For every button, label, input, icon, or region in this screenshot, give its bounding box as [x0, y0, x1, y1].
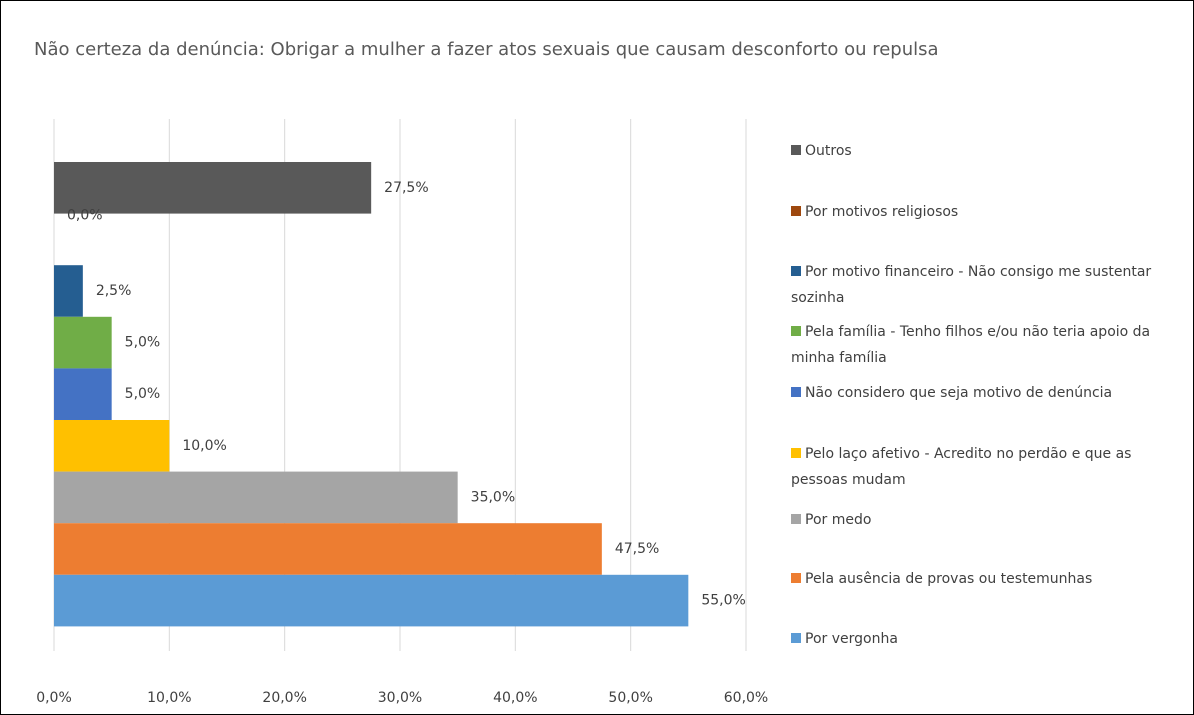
bar — [54, 316, 112, 369]
legend-label: Por motivos religiosos — [805, 204, 959, 220]
legend-entry: Pela família - Tenho filhos e/ou não ter… — [791, 319, 1171, 371]
legend-entry: Por motivo financeiro - Não consigo me s… — [791, 259, 1171, 311]
legend-swatch — [791, 145, 801, 155]
legend-swatch — [791, 326, 801, 336]
value-label: 5,0% — [125, 386, 161, 402]
x-tick-label: 20,0% — [262, 690, 306, 706]
value-label: 5,0% — [125, 335, 161, 351]
bar — [54, 368, 112, 420]
bar — [54, 471, 458, 524]
legend-label: Pela família - Tenho filhos e/ou não ter… — [791, 324, 1151, 366]
value-label: 55,0% — [701, 593, 745, 609]
x-tick-label: 50,0% — [608, 690, 652, 706]
value-label: 27,5% — [384, 180, 428, 196]
value-label: 2,5% — [96, 283, 132, 299]
legend-entry: Por motivos religiosos — [791, 199, 1171, 225]
bar — [54, 420, 170, 472]
legend-label: Outros — [805, 143, 852, 159]
legend-entry: Por vergonha — [791, 626, 1171, 652]
x-tick-label: 0,0% — [36, 690, 72, 706]
legend-entry: Por medo — [791, 507, 1171, 533]
legend-swatch — [791, 387, 801, 397]
x-tick-label: 40,0% — [493, 690, 537, 706]
bar — [54, 162, 372, 214]
legend-entry: Pelo laço afetivo - Acredito no perdão e… — [791, 441, 1171, 493]
x-tick-label: 10,0% — [147, 690, 191, 706]
legend-entry: Pela ausência de provas ou testemunhas — [791, 566, 1171, 592]
legend-label: Pela ausência de provas ou testemunhas — [805, 571, 1093, 587]
legend-swatch — [791, 266, 801, 276]
legend-entry: Outros — [791, 138, 1171, 164]
x-tick-label: 30,0% — [378, 690, 422, 706]
legend-swatch — [791, 206, 801, 216]
legend-label: Por motivo financeiro - Não consigo me s… — [791, 264, 1152, 306]
value-label: 0,0% — [67, 207, 103, 223]
bar — [54, 574, 689, 627]
legend-label: Por vergonha — [805, 631, 898, 647]
x-tick-label: 60,0% — [724, 690, 768, 706]
legend-swatch — [791, 633, 801, 643]
bar — [54, 523, 602, 575]
legend-swatch — [791, 448, 801, 458]
value-label: 10,0% — [182, 438, 226, 454]
legend-label: Não considero que seja motivo de denúnci… — [805, 385, 1113, 401]
bar — [54, 265, 83, 317]
legend-swatch — [791, 573, 801, 583]
legend-label: Pelo laço afetivo - Acredito no perdão e… — [791, 446, 1132, 488]
value-label: 35,0% — [471, 489, 515, 505]
legend-swatch — [791, 514, 801, 524]
legend-entry: Não considero que seja motivo de denúnci… — [791, 380, 1171, 406]
chart-title: Não certeza da denúncia: Obrigar a mulhe… — [34, 39, 939, 60]
legend-label: Por medo — [805, 512, 872, 528]
value-label: 47,5% — [615, 541, 659, 557]
